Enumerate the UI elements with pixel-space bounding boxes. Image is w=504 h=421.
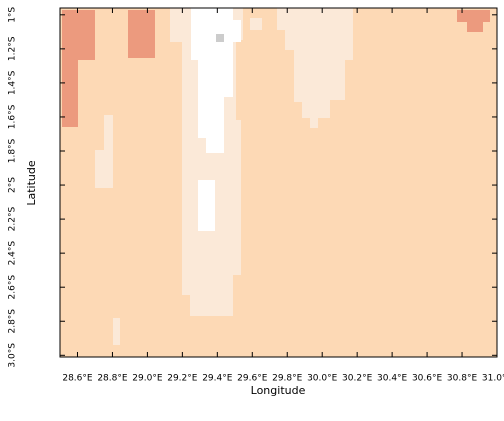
y-tick-label: 1.4°S [8, 70, 18, 95]
y-tick-label: 1.8°S [8, 138, 18, 163]
x-tick-label: 30.2°E [342, 374, 373, 384]
y-tick-label: 2.2°S [8, 207, 18, 232]
base-field [60, 8, 497, 357]
x-tick-label: 31.0°E [482, 374, 504, 384]
raster [60, 8, 497, 357]
y-axis-title: Latitude [25, 160, 38, 206]
y-tick-label: 2°S [8, 177, 18, 193]
x-axis-title: Longitude [251, 384, 306, 397]
y-tick-label: 1.6°S [8, 104, 18, 129]
x-tick-label: 29.0°E [132, 374, 163, 384]
x-tick-label: 29.8°E [272, 374, 303, 384]
pale-region [95, 115, 113, 188]
x-tick-label: 30.6°E [412, 374, 443, 384]
x-tick-label: 29.4°E [202, 374, 233, 384]
x-tick-label: 29.6°E [237, 374, 268, 384]
grey-cell [216, 34, 224, 42]
x-tick-label: 29.2°E [167, 374, 198, 384]
y-tick-label: 2.4°S [8, 241, 18, 266]
y-tick-label: 1°S [8, 7, 18, 23]
pale-region [277, 8, 353, 128]
x-tick-label: 30.4°E [377, 374, 408, 384]
pale-region [250, 18, 262, 30]
x-tick-label: 28.8°E [97, 374, 128, 384]
dark-region [457, 10, 490, 32]
dark-region [62, 10, 95, 127]
pale-region [113, 318, 120, 345]
y-tick-label: 2.8°S [8, 309, 18, 334]
plot-frame [59, 7, 498, 358]
y-tick-label: 1.2°S [8, 36, 18, 61]
white-region [198, 180, 215, 231]
white-region [191, 8, 241, 153]
x-tick-label: 28.6°E [62, 374, 93, 384]
dark-region [128, 10, 155, 58]
x-tick-label: 30.0°E [307, 374, 338, 384]
y-tick-label: 2.6°S [8, 275, 18, 300]
x-tick-label: 30.8°E [447, 374, 478, 384]
y-tick-label: 3.0°S [8, 343, 18, 368]
